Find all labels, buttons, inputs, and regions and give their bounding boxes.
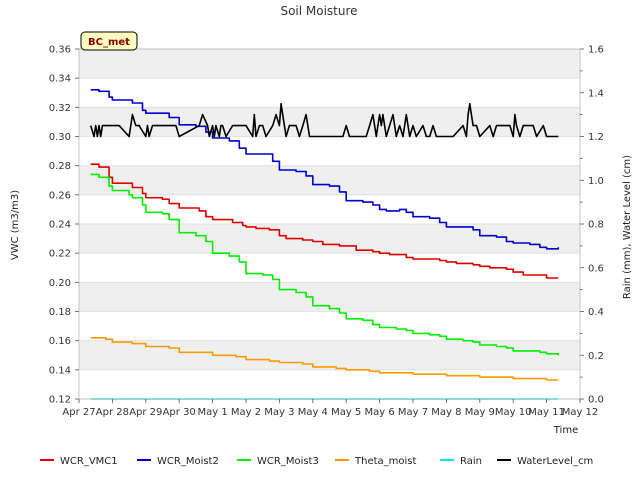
left-tick-label: 0.24	[49, 220, 71, 231]
left-tick-label: 0.34	[49, 74, 71, 85]
series-line-wcr-moist3	[90, 173, 560, 356]
series-line-wcr-moist2	[90, 89, 560, 250]
site-badge-box	[80, 31, 138, 51]
right-axis-title: Rain (mm), Water Level (cm)	[622, 155, 633, 299]
x-tick-label: May 8	[431, 407, 461, 418]
right-tick-label: 0.4	[588, 307, 604, 318]
left-tick-label: 0.36	[49, 45, 71, 56]
left-axis-title: VWC (m3/m3)	[10, 190, 21, 260]
x-tick-label: May 4	[298, 407, 328, 418]
left-tick-label: 0.26	[49, 190, 71, 201]
x-tick-label: Apr 30	[163, 407, 196, 418]
x-tick-label: May 11	[528, 407, 565, 418]
legend-label: WCR_Moist2	[157, 456, 219, 467]
right-tick-label: 1.2	[588, 132, 604, 143]
right-tick-label: 1.4	[588, 88, 604, 99]
right-tick-label: 0.0	[588, 395, 604, 406]
right-tick-label: 0.2	[588, 351, 604, 362]
left-tick-label: 0.22	[49, 249, 71, 260]
right-axis-ticks: 0.0 0.2 0.4 0.6 0.8 1.0 1.2 1.4 1.6	[580, 45, 604, 406]
legend-label: WCR_Moist3	[257, 456, 319, 467]
background-band	[79, 340, 580, 370]
chart-title: Soil Moisture	[280, 4, 357, 18]
x-axis-ticks: Apr 27 Apr 28 Apr 29 Apr 30 May 1 May 2 May 3 M…	[62, 399, 598, 418]
right-tick-label: 0.6	[588, 263, 604, 274]
right-tick-label: 1.6	[588, 45, 604, 56]
legend-label: WaterLevel_cm	[517, 456, 593, 467]
left-tick-label: 0.20	[49, 278, 71, 289]
left-tick-label: 0.12	[49, 395, 71, 406]
x-tick-label: May 10	[495, 407, 532, 418]
legend-label: WCR_VMC1	[60, 456, 118, 467]
left-tick-label: 0.18	[49, 307, 71, 318]
x-tick-label: May 7	[398, 407, 428, 418]
left-tick-label: 0.28	[49, 161, 71, 172]
x-tick-label: Apr 27	[62, 407, 95, 418]
right-tick-label: 0.8	[588, 220, 604, 231]
site-badge: BC_met	[80, 31, 138, 51]
background-band	[79, 107, 580, 137]
x-axis-title: Time	[553, 425, 578, 436]
x-tick-label: May 3	[264, 407, 294, 418]
left-tick-label: 0.14	[49, 365, 71, 376]
background-band	[79, 165, 580, 195]
left-axis-ticks: 0.12 0.14 0.16 0.18 0.20 0.22 0.24 0.26 0.28 0.30…	[49, 45, 79, 406]
legend-label: Rain	[460, 456, 482, 467]
series-line-wcr-vmc1	[90, 163, 559, 279]
background-band	[79, 224, 580, 254]
background-bands	[79, 49, 580, 370]
series-line-theta-moist	[90, 337, 559, 381]
x-tick-label: May 1	[197, 407, 227, 418]
left-tick-label: 0.16	[49, 336, 71, 347]
x-tick-label: May 12	[562, 407, 599, 418]
x-tick-label: May 2	[231, 407, 261, 418]
x-tick-label: May 5	[331, 407, 361, 418]
series-line-waterlevel-cm	[89, 102, 559, 138]
x-tick-label: May 6	[364, 407, 394, 418]
x-tick-label: Apr 29	[129, 407, 162, 418]
x-tick-label: Apr 28	[96, 407, 129, 418]
x-tick-label: May 9	[465, 407, 495, 418]
left-tick-label: 0.32	[49, 103, 71, 114]
site-badge-label: BC_met	[88, 37, 130, 48]
legend: WCR_VMC1 WCR_Moist2 WCR_Moist3 Theta_moist R…	[40, 456, 593, 467]
left-tick-label: 0.30	[49, 132, 71, 143]
background-band	[79, 49, 580, 79]
legend-label: Theta_moist	[354, 456, 416, 467]
right-tick-label: 1.0	[588, 176, 604, 187]
